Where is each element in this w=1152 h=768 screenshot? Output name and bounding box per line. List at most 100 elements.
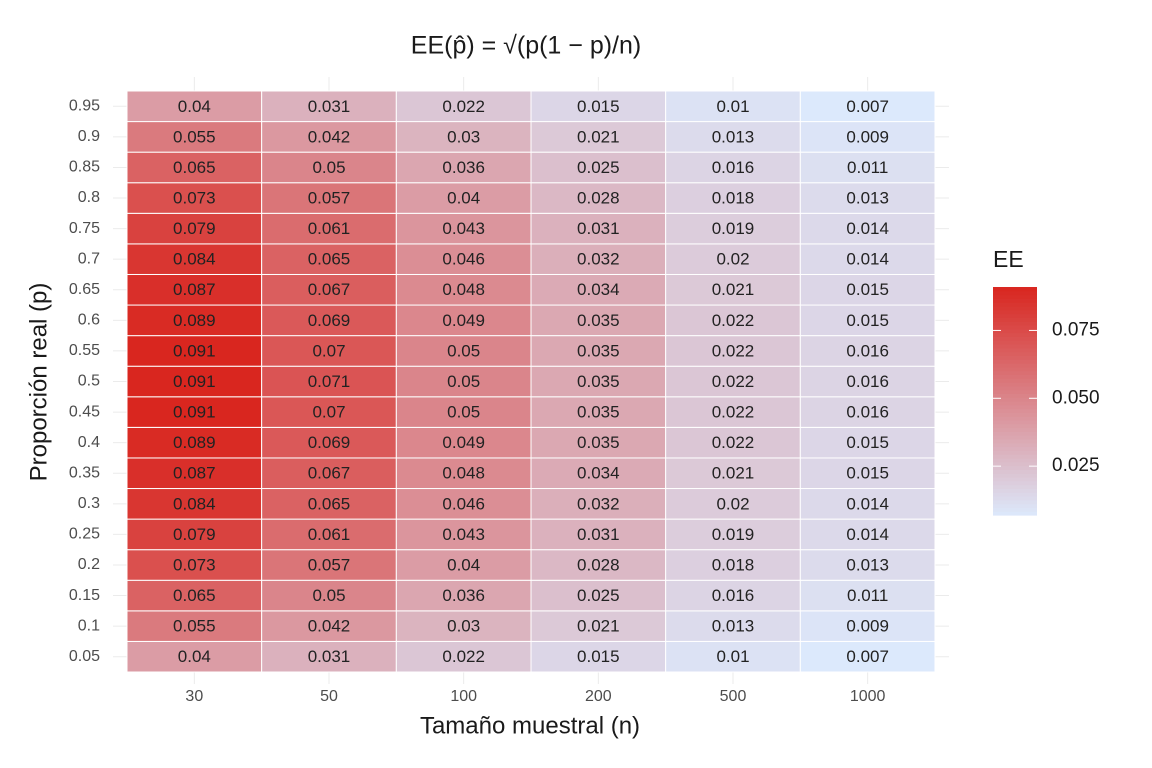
cell-label: 0.022 — [442, 97, 485, 116]
heatmap-cell — [665, 518, 801, 551]
colorbar-segment — [993, 378, 1037, 383]
cell-label: 0.079 — [173, 525, 216, 544]
colorbar-segment — [993, 511, 1037, 516]
cell-label: 0.02 — [716, 250, 749, 269]
cell-label: 0.035 — [577, 311, 620, 330]
cell-label: 0.05 — [312, 158, 345, 177]
colorbar-segment — [993, 351, 1037, 356]
colorbar-segment — [993, 499, 1037, 505]
cell-label: 0.031 — [308, 647, 351, 666]
cell-label: 0.055 — [173, 617, 216, 636]
heatmap-cell — [530, 121, 667, 153]
cell-label: 0.046 — [442, 250, 485, 269]
cell-label: 0.035 — [577, 372, 620, 391]
heatmap-cell — [665, 182, 801, 214]
cell-label: 0.034 — [577, 464, 620, 483]
colorbar-segment — [993, 374, 1037, 379]
heatmap-cell — [799, 243, 936, 275]
x-tick-label: 50 — [320, 688, 338, 705]
colorbar-segment — [993, 382, 1037, 387]
y-tick-label: 0.05 — [69, 648, 100, 665]
heatmap-cell — [799, 365, 936, 398]
heatmap-cell — [665, 457, 801, 490]
heatmap-cell — [261, 90, 397, 123]
x-tick-label: 500 — [720, 688, 747, 705]
colorbar-segment — [993, 340, 1037, 345]
heatmap-cell — [261, 243, 397, 275]
heatmap-cell — [126, 610, 263, 642]
heatmap-cell — [261, 518, 397, 551]
colorbar-segment — [993, 336, 1037, 341]
cell-label: 0.036 — [442, 586, 485, 605]
cell-label: 0.013 — [712, 127, 755, 146]
heatmap-cell — [799, 212, 936, 245]
cell-label: 0.025 — [577, 158, 620, 177]
cell-label: 0.022 — [442, 647, 485, 666]
heatmap-cell — [261, 212, 397, 245]
colorbar-segment — [993, 408, 1037, 413]
heatmap-cell — [395, 90, 532, 123]
cell-label: 0.03 — [447, 127, 480, 146]
heatmap-cell — [261, 273, 397, 306]
cell-label: 0.057 — [308, 189, 351, 208]
cell-label: 0.028 — [577, 189, 620, 208]
y-tick-label: 0.85 — [69, 159, 100, 176]
heatmap-cell — [665, 426, 801, 459]
heatmap-cell — [126, 579, 263, 612]
cell-label: 0.04 — [447, 555, 480, 574]
cell-label: 0.067 — [308, 464, 351, 483]
y-tick-label: 0.3 — [78, 495, 100, 512]
colorbar-segment — [993, 420, 1037, 425]
heatmap-cell — [799, 457, 936, 490]
heatmap-cell — [530, 304, 667, 337]
cell-label: 0.042 — [308, 127, 351, 146]
heatmap-cell — [126, 365, 263, 398]
cell-label: 0.046 — [442, 494, 485, 513]
colorbar-segment — [993, 435, 1037, 440]
y-tick-label: 0.7 — [78, 250, 100, 267]
colorbar-segment — [993, 306, 1037, 311]
colorbar-tick-label: 0.050 — [1052, 387, 1100, 408]
cell-label: 0.007 — [846, 97, 889, 116]
cell-label: 0.084 — [173, 494, 216, 513]
heatmap-cell — [126, 212, 263, 245]
colorbar-segment — [993, 477, 1037, 482]
colorbar-segment — [993, 465, 1037, 470]
heatmap-cell — [126, 549, 263, 581]
cell-label: 0.091 — [173, 403, 216, 422]
cell-label: 0.042 — [308, 617, 351, 636]
heatmap-cell — [799, 488, 936, 520]
heatmap-cell — [530, 488, 667, 520]
cell-label: 0.01 — [716, 97, 749, 116]
colorbar-segment — [993, 347, 1037, 353]
heatmap-cell — [665, 273, 801, 306]
cell-label: 0.032 — [577, 250, 620, 269]
colorbar-segment — [993, 389, 1037, 394]
colorbar-segment — [993, 328, 1037, 334]
colorbar-segment — [993, 480, 1037, 486]
heatmap-cell — [395, 273, 532, 306]
cell-label: 0.007 — [846, 647, 889, 666]
colorbar-segment — [993, 442, 1037, 448]
heatmap-cell — [530, 273, 667, 306]
heatmap-cell — [665, 212, 801, 245]
cell-label: 0.022 — [712, 403, 755, 422]
cell-label: 0.048 — [442, 280, 485, 299]
heatmap-cell — [799, 151, 936, 184]
heatmap-cell — [799, 579, 936, 612]
heatmap-cell — [530, 90, 667, 123]
cell-label: 0.014 — [846, 525, 889, 544]
cell-label: 0.019 — [712, 219, 755, 238]
colorbar-segment — [993, 404, 1037, 410]
cell-label: 0.035 — [577, 433, 620, 452]
heatmap-cell — [261, 610, 397, 642]
cell-label: 0.011 — [847, 158, 888, 177]
cell-label: 0.05 — [447, 403, 480, 422]
y-tick-label: 0.8 — [78, 189, 100, 206]
heatmap-cell — [261, 457, 397, 490]
cell-label: 0.035 — [577, 341, 620, 360]
x-tick-label: 1000 — [850, 688, 886, 705]
cell-label: 0.022 — [712, 433, 755, 452]
cell-label: 0.073 — [173, 189, 216, 208]
